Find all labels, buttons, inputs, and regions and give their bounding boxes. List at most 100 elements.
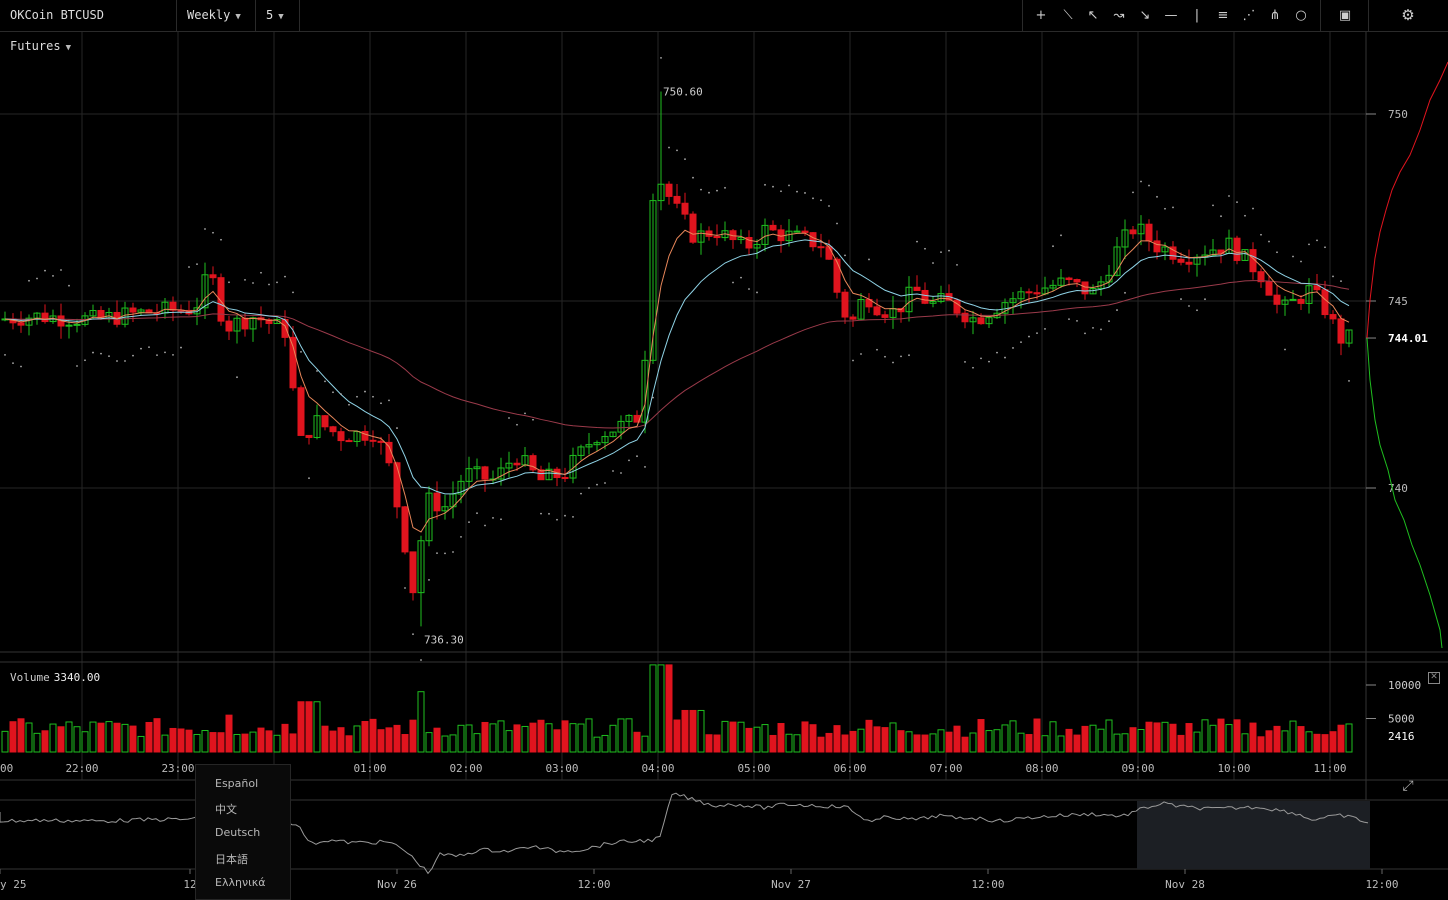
candle-body (905, 286, 913, 313)
language-item-ja[interactable]: 日本語 (215, 853, 248, 866)
navigator-axis-label: Nov 28 (1165, 878, 1205, 891)
fib-curve-icon[interactable]: ↝ (1113, 8, 1125, 23)
sar-dot (84, 359, 86, 362)
volume-bar (1321, 734, 1329, 753)
trend-line-icon[interactable]: ⟍ (1063, 8, 1073, 23)
sar-dot (748, 288, 750, 290)
close-icon[interactable]: ✕ (1428, 672, 1440, 684)
volume-bar (529, 722, 537, 753)
sar-dot (140, 347, 142, 350)
candle (1041, 276, 1049, 296)
interval-selector[interactable]: 5 ▼ (256, 0, 300, 31)
candle (873, 298, 881, 317)
volume-bar (433, 727, 441, 753)
language-item-de[interactable]: Deutsch (215, 826, 261, 839)
volume-bar (1105, 719, 1113, 753)
candle (961, 309, 969, 329)
volume-bar (1225, 724, 1233, 753)
symbol-selector[interactable]: OKCoin BTCUSD Futures ▼ (0, 0, 177, 53)
volume-bar (9, 721, 17, 753)
volume-bar (193, 733, 201, 753)
volume-bar (57, 726, 65, 753)
candle (1121, 219, 1129, 260)
candle-body (265, 319, 273, 325)
candle (1185, 249, 1193, 273)
sar-dot (1044, 328, 1046, 330)
sar-dot (708, 191, 710, 194)
volume-bar (201, 730, 209, 753)
sar-dot (876, 348, 878, 351)
candle (1169, 241, 1177, 265)
candle-body (1265, 281, 1273, 296)
sar-dot (276, 281, 278, 284)
volume-bar (305, 701, 313, 753)
candle-body (201, 274, 209, 309)
language-item-el[interactable]: Ελληνικά (215, 876, 266, 889)
candle-body (985, 317, 993, 325)
candle-body (585, 444, 593, 448)
volume-bar (137, 735, 145, 753)
volume-bar (489, 723, 497, 753)
sar-dot (420, 659, 422, 661)
time-axis-label: 05:00 (737, 762, 770, 775)
volume-bar (1233, 719, 1241, 753)
candle-body (25, 317, 33, 326)
volume-legend-label: Volume (10, 671, 50, 684)
volume-bar (1289, 720, 1297, 753)
candle (681, 192, 689, 220)
fan-icon[interactable]: ⋰ (1242, 8, 1256, 23)
sar-dot (20, 365, 22, 368)
candle-body (409, 551, 417, 594)
volume-legend-value: 3340.00 (53, 671, 101, 684)
candle-body (921, 289, 929, 304)
toolbar-divider (1320, 0, 1321, 31)
candle-body (297, 387, 305, 436)
volume-bar (857, 728, 865, 753)
sar-dot (468, 521, 470, 524)
candle-body (249, 317, 257, 330)
expand-icon[interactable]: ⤢ (1402, 778, 1414, 794)
candle-body (1257, 271, 1265, 283)
candle (729, 229, 737, 249)
candle (321, 415, 329, 431)
volume-bar (449, 734, 457, 753)
candle-body (1033, 292, 1041, 295)
vertical-line-icon[interactable]: | (1194, 8, 1200, 23)
circle-icon[interactable]: ○ (1295, 8, 1307, 23)
volume-bar (1025, 734, 1033, 753)
candle (1073, 278, 1081, 288)
candle (593, 440, 601, 452)
candle-body (673, 195, 681, 204)
volume-bar (985, 730, 993, 753)
candle-body (337, 431, 345, 442)
horizontal-line-icon[interactable]: — (1164, 8, 1178, 23)
sar-dot (1196, 309, 1198, 312)
candle-body (1321, 289, 1329, 316)
indicators-icon[interactable]: ▣ (1338, 8, 1352, 23)
arrow-icon[interactable]: ↘ (1139, 8, 1151, 23)
volume-bar (473, 733, 481, 753)
candle (129, 302, 137, 323)
ray-icon[interactable]: ↖ (1087, 8, 1099, 23)
sar-dot (1268, 240, 1270, 243)
candle-body (433, 492, 441, 512)
parallel-lines-icon[interactable]: ≡ (1217, 8, 1229, 23)
language-item-es[interactable]: Español (215, 777, 259, 790)
pitchfork-icon[interactable]: ⋔ (1269, 8, 1281, 23)
gear-icon[interactable]: ⚙ (1401, 6, 1415, 24)
crosshair-icon[interactable]: + (1035, 8, 1047, 23)
sar-dot (548, 512, 550, 515)
language-item-zh[interactable]: 中文 (215, 803, 237, 816)
candle-body (1153, 240, 1161, 253)
sar-dot (836, 222, 838, 225)
volume-bar (1257, 736, 1265, 753)
candle-body (825, 246, 833, 260)
candle-body (417, 540, 425, 594)
volume-bar (993, 729, 1001, 753)
period-selector[interactable]: Weekly ▼ (177, 0, 256, 31)
sar-dot (988, 360, 990, 363)
volume-bar (265, 730, 273, 753)
volume-bar (1305, 731, 1313, 753)
sar-dot (980, 357, 982, 360)
